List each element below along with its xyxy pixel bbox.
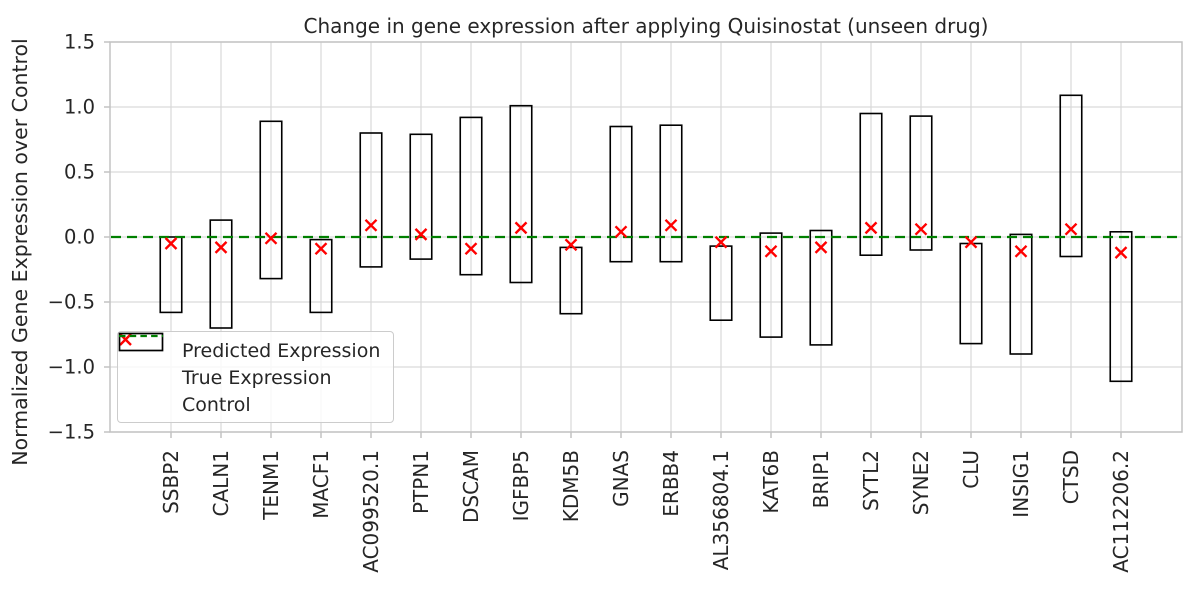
legend-item-true: True Expression <box>118 332 393 391</box>
true-expression-bar <box>259 120 283 280</box>
x-tick-label-gene: IGFBP5 <box>509 450 533 521</box>
predicted-marker <box>814 241 828 254</box>
predicted-marker <box>514 221 528 235</box>
true-expression-bar <box>909 115 933 251</box>
legend-item-control: Control <box>118 334 393 418</box>
x-tick-label-gene: AL356804.1 <box>709 450 733 570</box>
predicted-marker <box>864 221 878 235</box>
legend-label: True Expression <box>182 366 332 389</box>
x-tick-label-gene: AC112206.2 <box>1109 450 1133 573</box>
predicted-marker <box>214 241 228 254</box>
true-expression-bar <box>1009 233 1033 355</box>
true-expression-bar <box>409 133 433 260</box>
y-axis-label: Normalized Gene Expression over Control <box>8 38 32 466</box>
true-expression-bar <box>609 125 633 263</box>
true-expression-bar <box>659 124 683 263</box>
legend-label: Predicted Expression <box>182 339 381 362</box>
true-expression-bar <box>509 104 533 284</box>
predicted-marker <box>364 218 378 232</box>
true-expression-bar <box>309 238 333 314</box>
x-tick-label-gene: SSBP2 <box>159 450 183 514</box>
x-tick-label-gene: TENM1 <box>259 450 283 521</box>
chart-title: Change in gene expression after applying… <box>303 14 989 38</box>
x-tick-label-gene: SYNE2 <box>909 450 933 515</box>
true-expression-bar <box>359 132 383 268</box>
legend-label: Control <box>182 393 251 416</box>
predicted-marker <box>914 222 928 236</box>
true-expression-bar <box>159 236 183 314</box>
true-expression-bar <box>809 229 833 346</box>
x-tick-label-gene: DSCAM <box>459 450 483 523</box>
true-expression-bar <box>559 246 583 315</box>
true-expression-bar <box>459 116 483 276</box>
y-tick-label: 0.0 <box>64 226 95 249</box>
true-expression-bar <box>709 245 733 322</box>
true-expression-bar <box>209 219 233 329</box>
predicted-marker <box>964 235 978 249</box>
predicted-marker <box>664 218 678 232</box>
predicted-marker <box>764 244 778 258</box>
true-expression-bar <box>759 232 783 338</box>
x-tick-label-gene: KDM5B <box>559 450 583 522</box>
x-tick-label-gene: KAT6B <box>759 450 783 514</box>
predicted-marker <box>1014 244 1028 258</box>
predicted-marker <box>414 228 428 241</box>
y-tick-label: 0.5 <box>64 161 95 184</box>
y-tick-label: −0.5 <box>48 291 95 314</box>
x-tick-label-gene: ERBB4 <box>659 450 683 517</box>
predicted-marker <box>564 238 578 252</box>
x-tick-label-gene: CLU <box>959 450 983 489</box>
predicted-marker <box>1064 222 1078 236</box>
predicted-marker <box>714 235 728 249</box>
x-tick-label-gene: BRIP1 <box>809 450 833 508</box>
y-tick-label: −1.0 <box>48 356 95 379</box>
x-tick-label-gene: INSIG1 <box>1009 450 1033 518</box>
y-tick-label: 1.5 <box>64 31 95 54</box>
x-tick-label-gene: CALN1 <box>209 450 233 516</box>
predicted-marker <box>1114 246 1128 259</box>
predicted-marker <box>314 242 328 256</box>
x-tick-label-gene: AC099520.1 <box>359 450 383 573</box>
true-expression-bar <box>859 112 883 256</box>
y-tick-label: −1.5 <box>48 421 95 444</box>
x-tick-label-gene: CTSD <box>1059 450 1083 504</box>
true-expression-bar <box>1059 94 1083 258</box>
predicted-marker <box>164 237 178 250</box>
predicted-marker <box>264 231 278 245</box>
x-tick-label-gene: GNAS <box>609 450 633 507</box>
predicted-marker <box>614 225 628 239</box>
y-tick-label: 1.0 <box>64 96 95 119</box>
x-tick-label-gene: SYTL2 <box>859 450 883 511</box>
x-tick-label-gene: PTPN1 <box>409 450 433 514</box>
true-expression-bar <box>1109 231 1133 383</box>
predicted-marker <box>464 242 478 256</box>
legend: Predicted Expression True Expression Con… <box>117 331 394 423</box>
x-tick-label-gene: MACF1 <box>309 450 333 519</box>
